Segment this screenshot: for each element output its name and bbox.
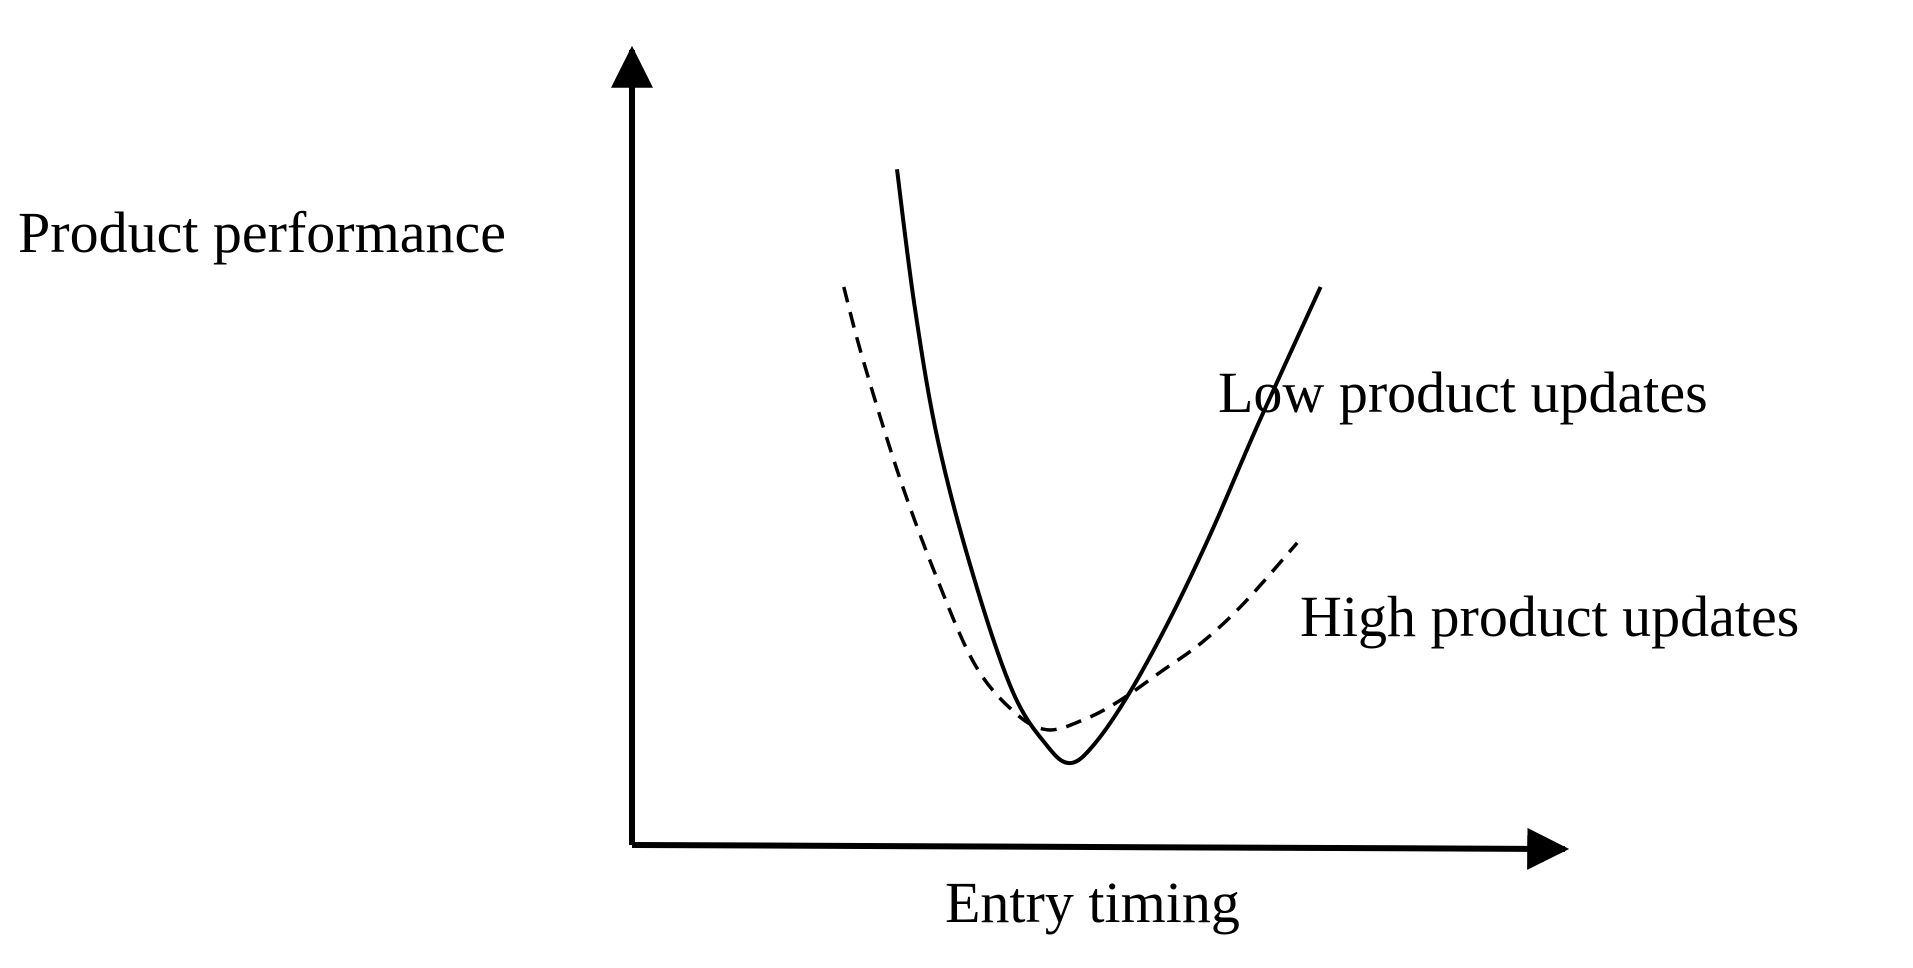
y-axis-label: Product performance bbox=[18, 200, 506, 265]
x-axis-label: Entry timing bbox=[945, 870, 1240, 935]
series-layer bbox=[842, 169, 1323, 766]
series-line-low-product-updates bbox=[895, 169, 1323, 766]
series-line-high-product-updates bbox=[842, 286, 1299, 732]
annotation-high-product-updates: High product updates bbox=[1300, 584, 1799, 649]
x-axis bbox=[631, 827, 1570, 870]
annotation-low-product-updates: Low product updates bbox=[1218, 360, 1708, 425]
